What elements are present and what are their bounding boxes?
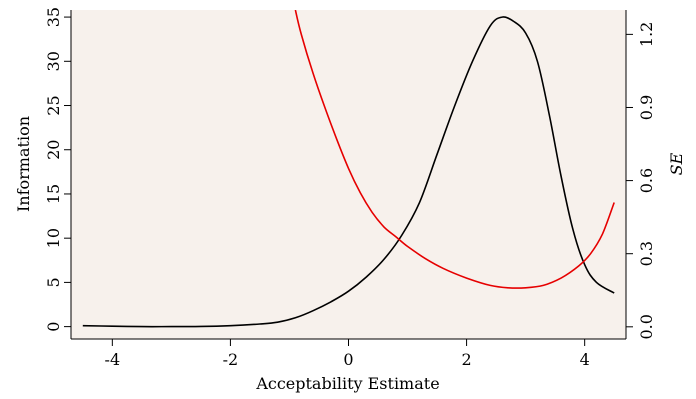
y-tick-label: 30 <box>44 51 63 71</box>
y-tick-label: 25 <box>44 95 63 115</box>
y2-tick-label: 0.9 <box>637 95 656 120</box>
y-tick-label: 15 <box>44 184 63 204</box>
y2-tick-label: 0.3 <box>637 241 656 266</box>
y-ticks: 0 5 10 15 20 25 30 35 <box>44 7 71 332</box>
y-tick-label: 5 <box>44 277 63 287</box>
series-layer <box>82 10 615 328</box>
y2-tick-label: 1.2 <box>637 22 656 47</box>
y2-tick-label: 0.6 <box>637 168 656 193</box>
plot-area <box>71 10 626 339</box>
x-ticks: -4 -2 0 2 4 <box>105 339 590 369</box>
y-tick-label: 35 <box>44 7 63 27</box>
y-tick-label: 0 <box>44 322 63 332</box>
y-tick-label: 20 <box>44 140 63 160</box>
information-line <box>82 16 615 328</box>
x-tick-label: 2 <box>461 350 471 369</box>
y-tick-label: 10 <box>44 228 63 248</box>
y2-ticks: 0.0 0.3 0.6 0.9 1.2 <box>626 22 656 340</box>
x-tick-label: 0 <box>343 350 353 369</box>
x-tick-label: 4 <box>580 350 590 369</box>
x-tick-label: -4 <box>105 350 121 369</box>
y-axis-title: Information <box>14 116 33 212</box>
y2-tick-label: 0.0 <box>637 314 656 339</box>
x-tick-label: -2 <box>223 350 239 369</box>
x-axis-title: Acceptability Estimate <box>255 374 439 393</box>
se-line <box>294 10 615 289</box>
y2-axis-title: SE <box>667 152 686 175</box>
